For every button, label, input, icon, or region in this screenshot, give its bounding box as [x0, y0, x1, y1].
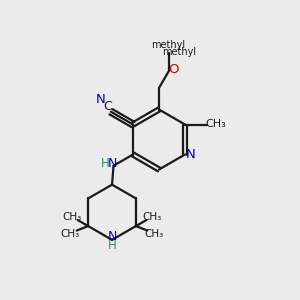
Text: methyl: methyl: [162, 47, 196, 57]
Text: N: N: [96, 93, 105, 106]
Text: C: C: [103, 100, 112, 113]
Text: CH₃: CH₃: [61, 229, 80, 238]
Text: N: N: [108, 157, 117, 170]
Text: CH₃: CH₃: [143, 212, 162, 222]
Text: CH₃: CH₃: [62, 212, 81, 222]
Text: N: N: [185, 148, 195, 161]
Text: H: H: [101, 157, 110, 170]
Text: O: O: [168, 63, 178, 76]
Text: N: N: [108, 230, 117, 243]
Text: CH₃: CH₃: [206, 119, 226, 129]
Text: H: H: [108, 239, 117, 252]
Text: methyl: methyl: [151, 40, 185, 50]
Text: CH₃: CH₃: [144, 229, 164, 238]
